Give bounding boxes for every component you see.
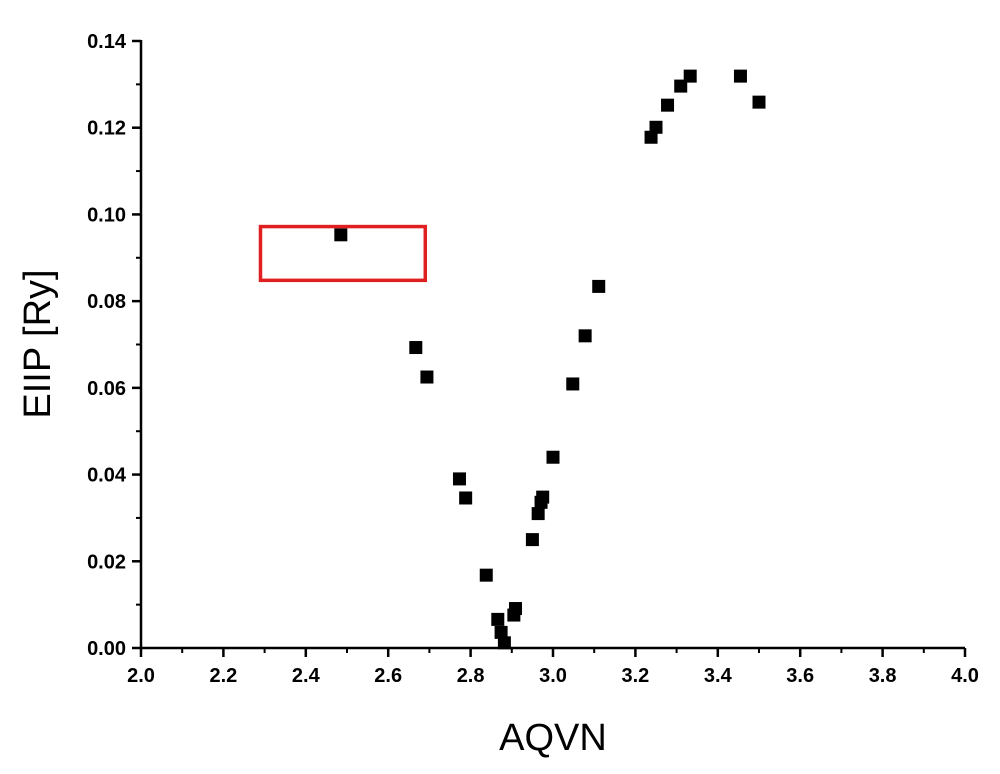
data-point [546, 450, 560, 464]
x-tick-label: 2.8 [457, 665, 485, 687]
data-point [452, 472, 466, 486]
data-point [661, 98, 675, 112]
y-axis-ticks: 0.00 0.02 0.04 0.06 0.08 0.10 0.12 0.14 [87, 31, 141, 660]
x-tick-label: 2.6 [374, 665, 402, 687]
data-point [494, 625, 508, 639]
data-point [497, 636, 511, 650]
y-tick-label: 0.12 [87, 118, 126, 140]
x-tick-label: 3.4 [704, 665, 733, 687]
highlight-box [258, 224, 428, 283]
data-point [525, 533, 539, 547]
data-point [752, 95, 766, 109]
x-tick-label: 2.4 [292, 665, 321, 687]
x-tick-label: 3.8 [869, 665, 897, 687]
data-point [578, 329, 592, 343]
data-point [479, 568, 493, 582]
x-tick-label: 3.2 [621, 665, 649, 687]
data-point [674, 79, 688, 93]
data-point [531, 507, 545, 521]
data-point [491, 612, 505, 626]
y-axis-label: EIIP [Ry] [17, 269, 59, 418]
data-point [459, 491, 473, 505]
data-point [409, 341, 423, 355]
x-tick-label: 2.0 [127, 665, 155, 687]
axes [139, 40, 965, 650]
y-tick-label: 0.02 [87, 551, 126, 573]
data-point [733, 69, 747, 83]
y-tick-label: 0.00 [87, 638, 126, 660]
x-tick-label: 4.0 [951, 665, 979, 687]
x-tick-label: 2.2 [209, 665, 237, 687]
data-point [420, 370, 434, 384]
data-point [592, 279, 606, 293]
data-point [566, 377, 580, 391]
y-tick-label: 0.10 [87, 204, 126, 226]
data-point [649, 120, 663, 134]
data-points [334, 69, 766, 650]
x-axis-ticks: 2.0 2.2 2.4 2.6 2.8 3.0 3.2 3.4 3.6 3.8 4.0 [127, 648, 979, 687]
y-tick-label: 0.04 [87, 465, 127, 487]
y-tick-label: 0.14 [87, 31, 127, 53]
x-axis-label: AQVN [499, 717, 607, 759]
data-point [683, 69, 697, 83]
y-tick-label: 0.06 [87, 378, 126, 400]
x-tick-label: 3.6 [786, 665, 814, 687]
y-tick-label: 0.08 [87, 291, 126, 313]
x-tick-label: 3.0 [539, 665, 567, 687]
data-point [334, 228, 348, 242]
data-point [536, 490, 550, 504]
data-point [509, 602, 523, 616]
annotations [258, 224, 428, 283]
data-point [644, 130, 658, 144]
